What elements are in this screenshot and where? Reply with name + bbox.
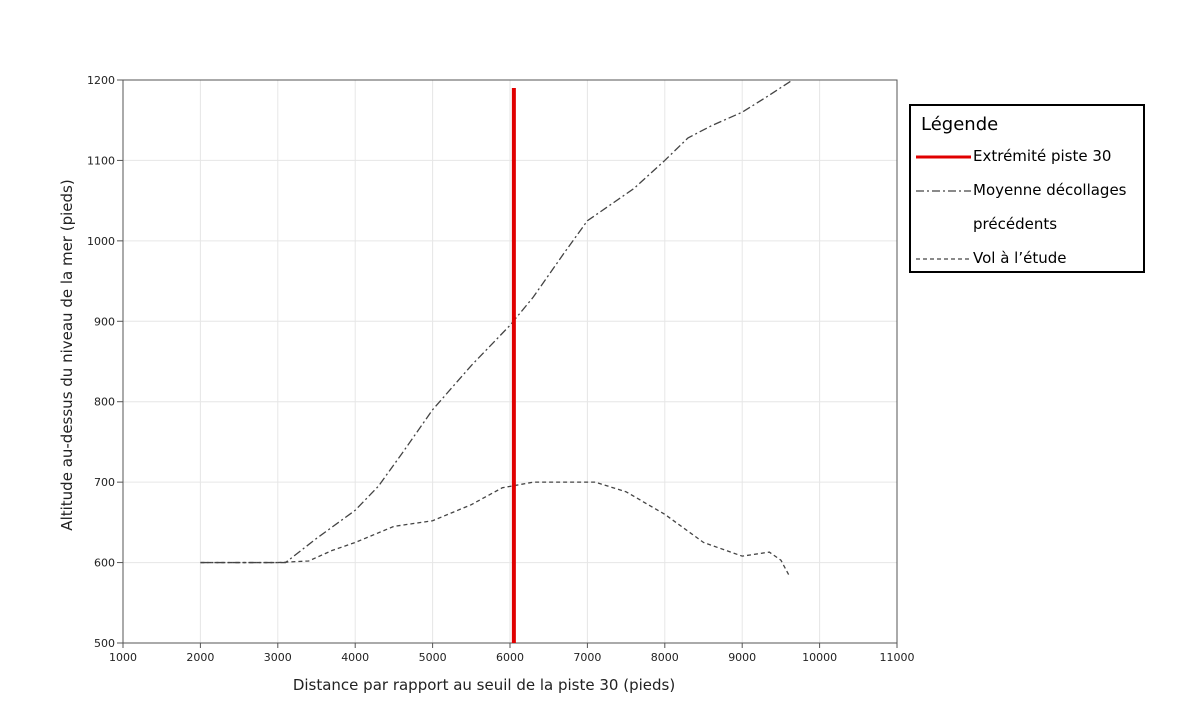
y-tick-label: 1200 [87, 74, 115, 87]
x-tick-label: 2000 [186, 651, 214, 664]
legend-swatch [916, 155, 971, 159]
legend: Légende Extrémité piste 30 Moyenne décoll… [909, 104, 1145, 273]
x-tick-label: 1000 [109, 651, 137, 664]
x-tick-label: 5000 [419, 651, 447, 664]
x-tick-label: 6000 [496, 651, 524, 664]
legend-entry: Vol à l’étude [915, 249, 1143, 275]
legend-label: Vol à l’étude [973, 249, 1067, 267]
y-tick-label: 500 [94, 637, 115, 650]
y-tick-label: 700 [94, 476, 115, 489]
legend-title: Légende [921, 114, 999, 135]
x-tick-label: 8000 [651, 651, 679, 664]
y-tick-label: 1000 [87, 235, 115, 248]
y-tick-label: 900 [94, 315, 115, 328]
series-line [200, 79, 793, 564]
x-tick-label: 9000 [728, 651, 756, 664]
y-tick-label: 800 [94, 396, 115, 409]
x-axis-label: Distance par rapport au seuil de la pist… [293, 676, 675, 694]
plot-frame [122, 79, 898, 644]
x-tick-label: 10000 [802, 651, 837, 664]
x-tick-label: 7000 [573, 651, 601, 664]
x-tick-label: 4000 [341, 651, 369, 664]
x-tick-label: 3000 [264, 651, 292, 664]
x-tick-label: 11000 [880, 651, 915, 664]
legend-label: Extrémité piste 30 [973, 147, 1112, 165]
legend-label: Moyenne décollages précédents [973, 181, 1127, 233]
y-axis-label: Altitude au-dessus du niveau de la mer (… [58, 179, 76, 530]
y-tick-label: 1100 [87, 154, 115, 167]
y-tick-label: 600 [94, 557, 115, 570]
legend-swatch [916, 258, 971, 260]
series-line [200, 481, 790, 575]
legend-entry: Moyenne décollages précédents [915, 181, 1143, 241]
legend-entry: Extrémité piste 30 [915, 147, 1143, 173]
legend-swatch [916, 190, 971, 192]
